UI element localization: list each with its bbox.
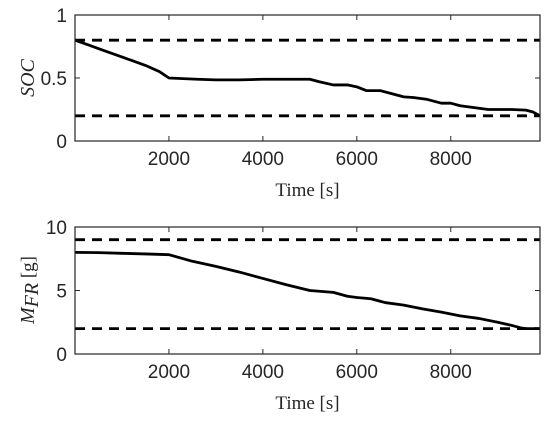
soc-y-tick-label: 0 xyxy=(56,132,67,153)
soc-y-tick-label: 0.5 xyxy=(41,69,67,90)
soc-x-tick-label: 4000 xyxy=(242,149,284,170)
mfr-y-ticks: 0 5 10 xyxy=(46,218,540,366)
mfr-y-axis-symbol: M xyxy=(17,306,39,325)
soc-marks xyxy=(74,38,541,118)
soc-y-tick-label: 1 xyxy=(56,6,67,27)
mfr-y-axis-subscript: FR xyxy=(21,283,43,308)
mfr-y-axis-label: MFR [g] xyxy=(17,256,43,325)
soc-x-tick-label: 8000 xyxy=(430,149,472,170)
mfr-x-axis-label: Time [s] xyxy=(275,393,339,414)
mfr-x-tick-label: 6000 xyxy=(336,362,378,383)
soc-x-ticks: 2000 4000 6000 8000 xyxy=(148,15,472,170)
mfr-y-tick-label: 0 xyxy=(56,345,67,366)
mfr-chart: 2000 4000 6000 8000 0 5 10 Time [s] MFR [g] xyxy=(17,218,541,414)
mfr-y-axis-unit: [g] xyxy=(18,256,39,283)
soc-y-axis-label: SOC xyxy=(17,58,39,96)
mfr-series-line xyxy=(74,251,540,331)
soc-y-ticks: 00.51 xyxy=(41,6,540,153)
mfr-y-tick-label: 5 xyxy=(56,282,67,303)
soc-x-tick-label: 6000 xyxy=(336,149,378,170)
mfr-x-tick-label: 4000 xyxy=(242,362,284,383)
mfr-marks xyxy=(74,238,540,331)
soc-chart: 2000 4000 6000 8000 00.51 Time [s] SOC xyxy=(17,6,541,201)
mfr-x-tick-label: 8000 xyxy=(430,362,472,383)
mfr-x-tick-label: 2000 xyxy=(148,362,190,383)
mfr-x-ticks: 2000 4000 6000 8000 xyxy=(148,227,472,383)
soc-x-tick-label: 2000 xyxy=(148,149,190,170)
soc-x-axis-label: Time [s] xyxy=(275,180,339,201)
soc-series-line xyxy=(74,38,541,118)
mfr-y-tick-label: 10 xyxy=(46,218,67,239)
